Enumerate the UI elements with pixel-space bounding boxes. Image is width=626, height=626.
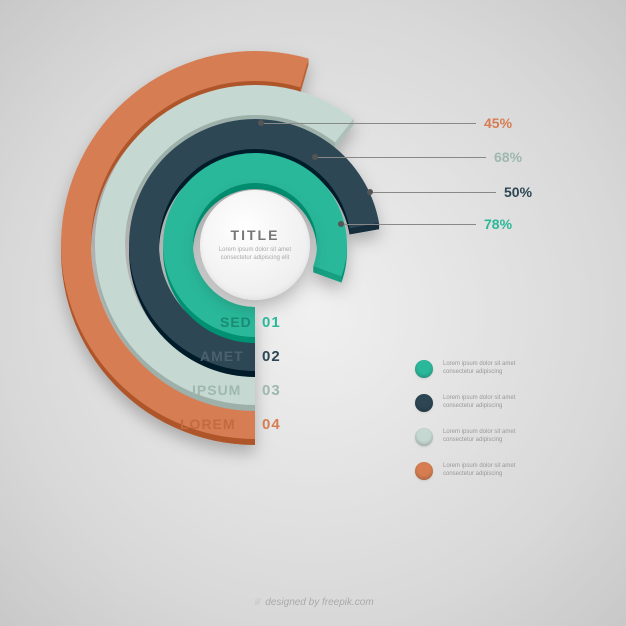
legend-text: Lorem ipsum dolor sit amet consectetur a… (443, 361, 533, 377)
legend-text: Lorem ipsum dolor sit amet consectetur a… (443, 429, 533, 445)
callout-percent: 78% (484, 216, 512, 232)
callout-line (318, 157, 486, 158)
footer-credit: ♕ designed by freepik.com (0, 597, 626, 608)
callout-line (373, 192, 496, 193)
legend-dot-icon (415, 428, 433, 446)
crown-icon: ♕ (252, 597, 261, 608)
legend-item-2: Lorem ipsum dolor sit amet consectetur a… (415, 428, 533, 446)
arc-number-arc4: 04 (262, 416, 281, 433)
callout-line (264, 123, 476, 124)
legend-dot-icon (415, 462, 433, 480)
arc-number-arc2: 02 (262, 348, 281, 365)
legend-text: Lorem ipsum dolor sit amet consectetur a… (443, 463, 533, 479)
center-title: TITLE (231, 227, 280, 243)
callout-arc4: 45% (258, 115, 512, 131)
legend-item-0: Lorem ipsum dolor sit amet consectetur a… (415, 360, 533, 378)
callout-line (344, 224, 476, 225)
legend-item-1: Lorem ipsum dolor sit amet consectetur a… (415, 394, 533, 412)
radial-arcs (0, 0, 626, 626)
legend-dot-icon (415, 394, 433, 412)
legend-dot-icon (415, 360, 433, 378)
callout-arc3: 68% (312, 149, 522, 165)
arc-label-arc2: AMET (200, 348, 244, 364)
legend-text: Lorem ipsum dolor sit amet consectetur a… (443, 395, 533, 411)
callout-percent: 68% (494, 149, 522, 165)
arc-label-arc4: LOREM (180, 416, 236, 432)
arc-label-arc1: SED (220, 314, 252, 330)
arc-number-arc1: 01 (262, 314, 281, 331)
arc-number-arc3: 03 (262, 382, 281, 399)
legend-item-3: Lorem ipsum dolor sit amet consectetur a… (415, 462, 533, 480)
arc-label-arc3: IPSUM (192, 382, 241, 398)
callout-arc1: 78% (338, 216, 512, 232)
center-circle: TITLE Lorem ipsum dolor sit amet consect… (200, 190, 310, 300)
callout-percent: 45% (484, 115, 512, 131)
legend: Lorem ipsum dolor sit amet consectetur a… (415, 360, 533, 496)
infographic-stage: TITLE Lorem ipsum dolor sit amet consect… (0, 0, 626, 626)
callout-percent: 50% (504, 184, 532, 200)
center-subtitle: Lorem ipsum dolor sit amet consectetur a… (215, 247, 295, 263)
callout-arc2: 50% (367, 184, 532, 200)
footer-text: designed by freepik.com (265, 597, 373, 608)
